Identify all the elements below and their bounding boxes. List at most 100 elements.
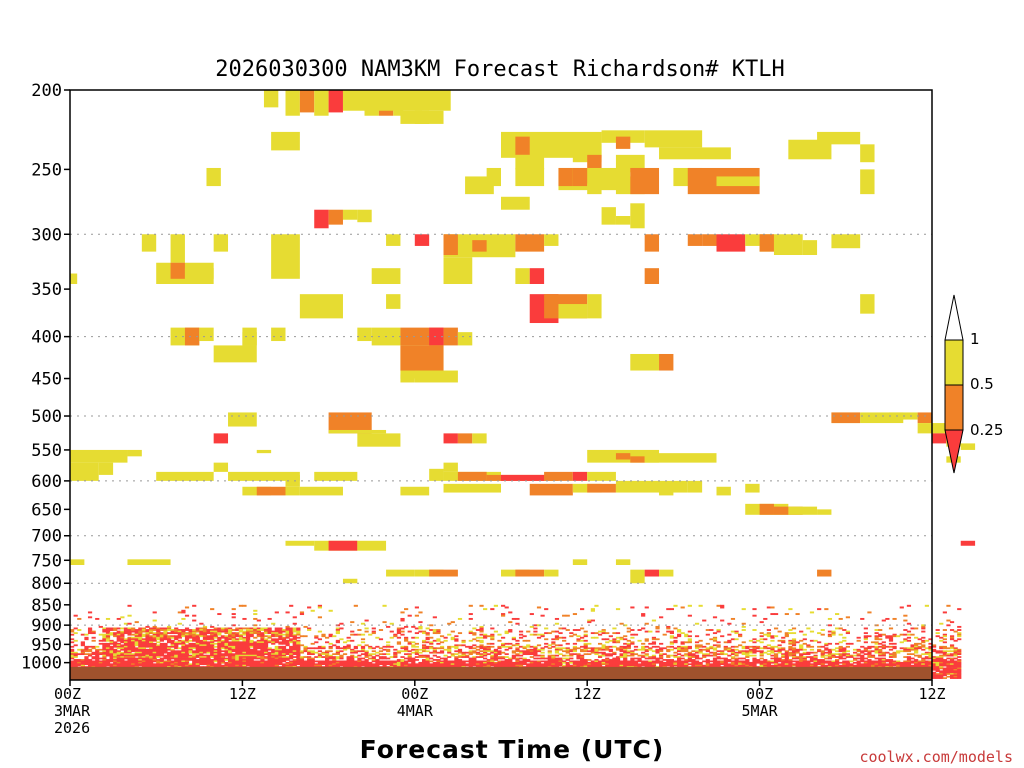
pbl-cell xyxy=(655,630,660,633)
pbl-cell xyxy=(418,654,423,657)
pbl-cell xyxy=(184,650,190,653)
pbl-cell xyxy=(296,633,301,636)
pbl-cell xyxy=(353,604,358,607)
pbl-cell xyxy=(698,664,703,667)
pbl-cell xyxy=(116,635,121,638)
ri-cell xyxy=(529,483,573,496)
pbl-cell xyxy=(766,606,771,609)
pbl-cell xyxy=(152,645,157,648)
pbl-cell xyxy=(113,650,118,653)
pbl-cell xyxy=(662,659,667,661)
pbl-cell xyxy=(727,633,732,636)
pbl-cell xyxy=(450,660,455,663)
pbl-cell xyxy=(174,653,179,656)
pbl-cell xyxy=(116,632,121,635)
pbl-cell xyxy=(138,635,143,638)
pbl-cell xyxy=(210,654,215,657)
pbl-cell xyxy=(256,644,261,647)
pbl-cell xyxy=(202,632,208,635)
pbl-cell xyxy=(98,651,103,654)
pbl-cell xyxy=(680,650,685,653)
pbl-cell xyxy=(676,633,682,636)
ri-cell xyxy=(716,486,731,496)
pbl-cell xyxy=(195,663,200,666)
pbl-cell xyxy=(580,657,585,660)
pbl-cell xyxy=(386,625,391,628)
pbl-cell xyxy=(676,650,682,653)
pbl-cell xyxy=(296,659,301,661)
pbl-cell xyxy=(501,604,506,607)
pbl-cell xyxy=(87,611,93,614)
pbl-cell xyxy=(712,663,718,666)
pbl-cell xyxy=(134,636,139,639)
pbl-cell xyxy=(177,633,182,636)
pbl-cell xyxy=(623,661,628,664)
pbl-cell xyxy=(655,638,660,641)
pbl-cell xyxy=(522,645,527,648)
pbl-cell xyxy=(91,651,96,654)
pbl-cell xyxy=(720,660,725,663)
pbl-cell xyxy=(723,657,728,660)
pbl-cell xyxy=(633,633,639,636)
pbl-cell xyxy=(461,664,466,667)
pbl-cell xyxy=(202,642,208,645)
pbl-cell xyxy=(741,645,746,648)
pbl-cell xyxy=(569,654,574,657)
pbl-cell xyxy=(626,647,631,650)
pbl-cell xyxy=(213,653,218,656)
pbl-cell xyxy=(644,630,649,633)
pbl-cell xyxy=(210,630,215,633)
pbl-cell xyxy=(479,639,484,642)
pbl-cell xyxy=(307,629,312,631)
pbl-cell xyxy=(141,653,147,656)
pbl-cell xyxy=(195,664,200,667)
pbl-cell xyxy=(526,645,531,648)
pbl-cell xyxy=(116,638,121,641)
pbl-cell xyxy=(368,653,373,656)
pbl-cell xyxy=(518,633,524,636)
pbl-cell xyxy=(504,606,509,609)
pbl-cell xyxy=(84,663,89,666)
pbl-cell xyxy=(199,654,204,657)
pbl-cell xyxy=(163,638,168,641)
pbl-cell xyxy=(587,621,592,624)
pbl-cell xyxy=(339,663,344,666)
pbl-cell xyxy=(149,659,154,661)
pbl-cell xyxy=(102,653,107,656)
pbl-cell xyxy=(159,653,164,656)
pbl-cell xyxy=(289,641,294,644)
pbl-cell xyxy=(479,664,484,667)
pbl-cell xyxy=(580,656,585,658)
pbl-cell xyxy=(687,654,692,657)
pbl-cell xyxy=(95,654,100,657)
pbl-cell xyxy=(278,633,283,636)
pbl-cell xyxy=(228,650,233,653)
ri-cell xyxy=(314,90,329,116)
pbl-cell xyxy=(231,641,236,644)
pbl-cell xyxy=(105,627,111,630)
pbl-cell xyxy=(676,660,682,663)
pbl-cell xyxy=(145,639,150,642)
pbl-cell xyxy=(253,656,258,658)
pbl-cell xyxy=(702,660,707,663)
pbl-cell xyxy=(659,663,664,666)
pbl-cell xyxy=(84,661,89,664)
pbl-cell xyxy=(87,654,93,657)
pbl-cell xyxy=(572,664,578,667)
pbl-cell xyxy=(245,647,251,650)
pbl-cell xyxy=(676,648,682,651)
pbl-cell xyxy=(307,647,312,650)
pbl-cell xyxy=(220,659,226,661)
pbl-cell xyxy=(716,656,721,658)
ri-cell xyxy=(414,370,458,383)
pbl-cell xyxy=(195,627,200,630)
pbl-cell xyxy=(271,641,276,644)
pbl-cell xyxy=(763,647,768,650)
pbl-cell xyxy=(472,661,477,664)
pbl-cell xyxy=(738,644,743,647)
pbl-cell xyxy=(231,664,236,667)
pbl-cell xyxy=(159,645,164,648)
pbl-cell xyxy=(425,659,430,661)
ri-cell xyxy=(615,216,631,225)
